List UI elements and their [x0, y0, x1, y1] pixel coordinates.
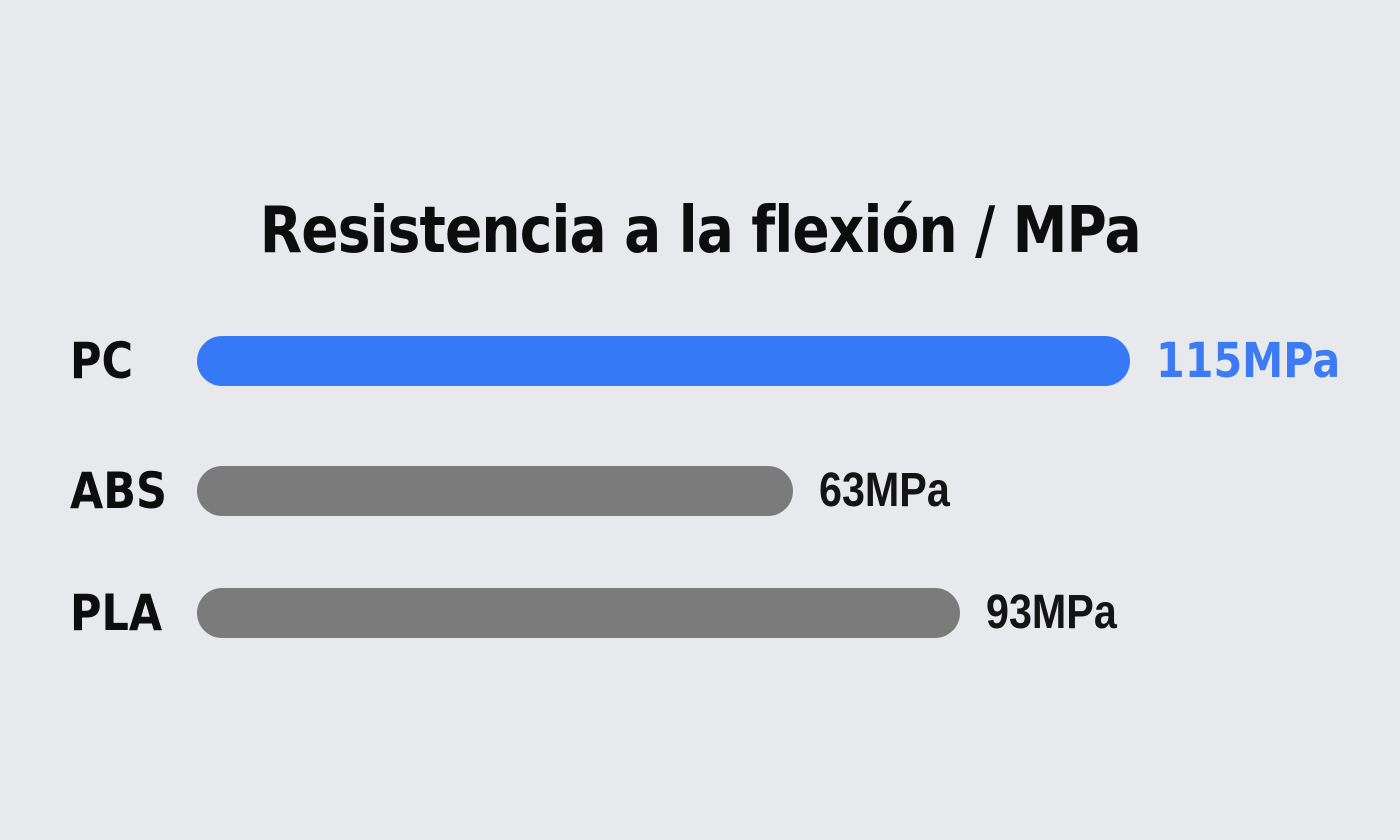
bar-pla [197, 588, 960, 638]
category-label-pla: PLA [70, 588, 177, 638]
category-label-pla-text: PLA [70, 584, 163, 642]
category-label-pc: PC [70, 336, 143, 386]
value-label-pc: 115MPa [1156, 337, 1370, 385]
value-label-abs: 63MPa [819, 467, 971, 515]
value-label-pla: 93MPa [986, 589, 1138, 637]
bar-row-pc: PC 115MPa [0, 336, 1400, 386]
chart-title-text: Resistencia a la flexión / MPa [259, 194, 1141, 268]
bar-abs [197, 466, 793, 516]
bar-row-pla: PLA 93MPa [0, 588, 1400, 638]
chart-title: Resistencia a la flexión / MPa [0, 194, 1400, 268]
value-label-abs-text: 63MPa [819, 464, 950, 517]
bar-row-abs: ABS 63MPa [0, 466, 1400, 516]
category-label-abs-text: ABS [70, 462, 168, 520]
bar-pc [197, 336, 1130, 386]
category-label-pc-text: PC [70, 332, 134, 390]
value-label-pla-text: 93MPa [986, 586, 1117, 639]
value-label-pc-text: 115MPa [1156, 333, 1341, 389]
category-label-abs: ABS [70, 466, 183, 516]
